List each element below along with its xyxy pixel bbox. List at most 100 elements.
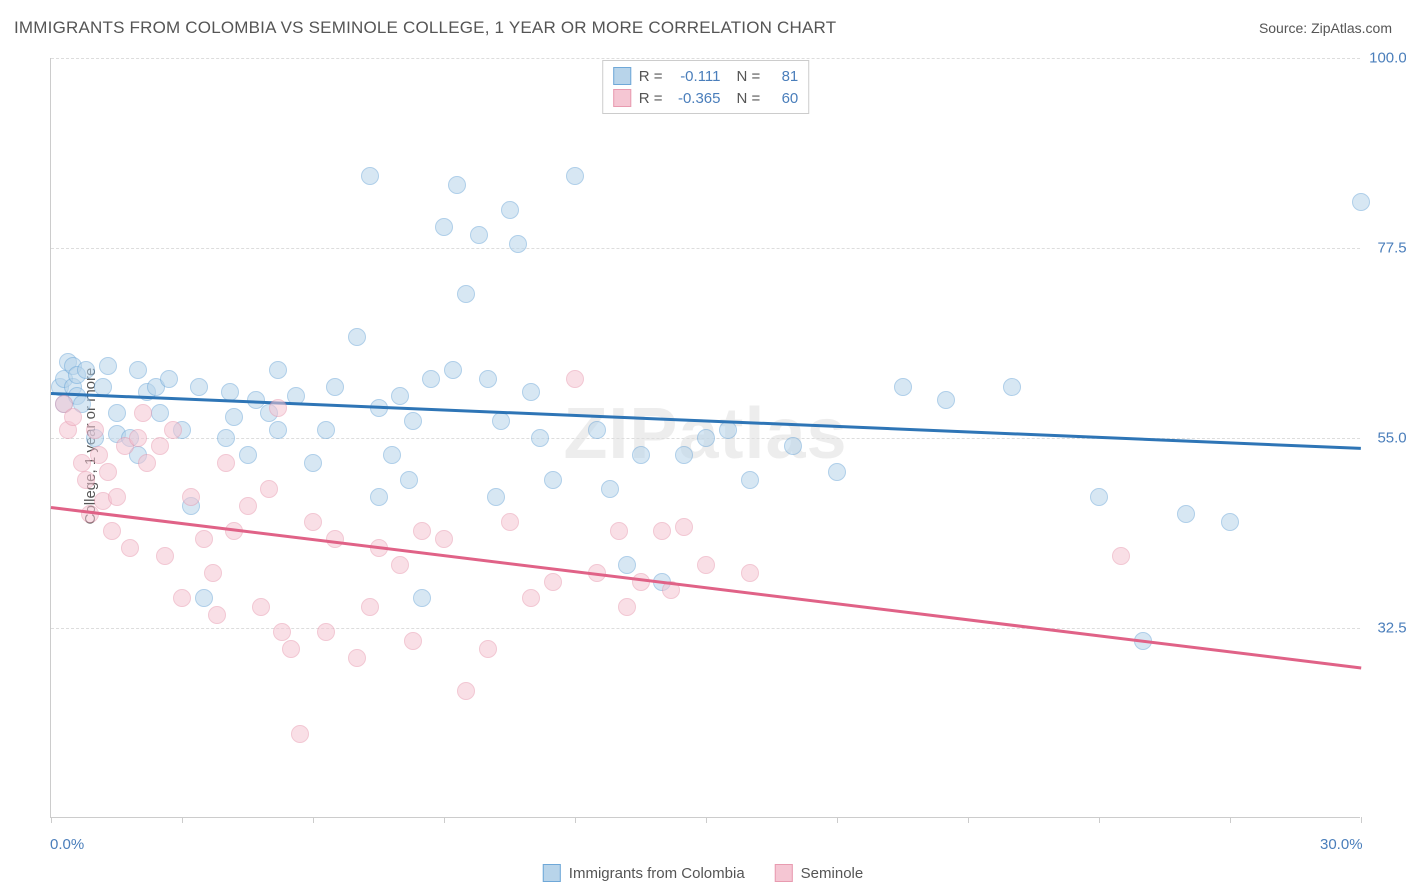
scatter-point: [653, 522, 671, 540]
x-tick: [51, 817, 52, 823]
y-tick-label: 100.0%: [1365, 50, 1406, 67]
scatter-point: [448, 176, 466, 194]
stat-n-label: N =: [737, 90, 761, 107]
x-tick: [182, 817, 183, 823]
legend-swatch-series1: [543, 864, 561, 882]
stat-r-label: R =: [639, 68, 663, 85]
stat-r-label: R =: [639, 90, 663, 107]
gridline: [51, 58, 1360, 59]
scatter-point: [391, 387, 409, 405]
bottom-legend: Immigrants from Colombia Seminole: [543, 864, 863, 882]
scatter-point: [404, 412, 422, 430]
scatter-point: [444, 361, 462, 379]
scatter-point: [413, 522, 431, 540]
scatter-point: [601, 480, 619, 498]
y-tick-label: 55.0%: [1365, 430, 1406, 447]
scatter-point: [182, 488, 200, 506]
scatter-point: [269, 399, 287, 417]
scatter-point: [566, 167, 584, 185]
scatter-point: [252, 598, 270, 616]
x-tick: [1230, 817, 1231, 823]
x-tick: [837, 817, 838, 823]
scatter-point: [937, 391, 955, 409]
scatter-point: [470, 226, 488, 244]
scatter-point: [632, 446, 650, 464]
scatter-point: [675, 446, 693, 464]
scatter-point: [77, 361, 95, 379]
scatter-point: [370, 488, 388, 506]
scatter-point: [129, 429, 147, 447]
source-attribution: Source: ZipAtlas.com: [1259, 20, 1392, 36]
scatter-point: [479, 370, 497, 388]
scatter-point: [304, 513, 322, 531]
stats-row: R =-0.111N =81: [613, 65, 799, 87]
stat-r-value: -0.365: [671, 90, 721, 107]
scatter-point: [134, 404, 152, 422]
stat-n-value: 60: [768, 90, 798, 107]
scatter-point: [404, 632, 422, 650]
trend-line: [51, 506, 1361, 669]
scatter-point: [697, 556, 715, 574]
scatter-point: [160, 370, 178, 388]
scatter-point: [457, 285, 475, 303]
scatter-point: [138, 454, 156, 472]
scatter-point: [522, 383, 540, 401]
y-tick-label: 77.5%: [1365, 240, 1406, 257]
scatter-point: [129, 361, 147, 379]
scatter-chart: ZIPatlas 100.0%77.5%55.0%32.5%R =-0.111N…: [50, 58, 1360, 818]
scatter-point: [422, 370, 440, 388]
scatter-point: [1221, 513, 1239, 531]
scatter-point: [361, 167, 379, 185]
scatter-point: [221, 383, 239, 401]
scatter-point: [204, 564, 222, 582]
scatter-point: [317, 421, 335, 439]
chart-header: IMMIGRANTS FROM COLOMBIA VS SEMINOLE COL…: [14, 18, 1392, 38]
x-tick: [313, 817, 314, 823]
scatter-point: [173, 589, 191, 607]
scatter-point: [457, 682, 475, 700]
scatter-point: [108, 488, 126, 506]
legend-label-series1: Immigrants from Colombia: [569, 865, 745, 882]
scatter-point: [273, 623, 291, 641]
gridline: [51, 628, 1360, 629]
scatter-point: [544, 573, 562, 591]
x-axis-max-label: 30.0%: [1320, 836, 1363, 853]
source-value: ZipAtlas.com: [1311, 20, 1392, 36]
scatter-point: [435, 530, 453, 548]
legend-label-series2: Seminole: [801, 865, 864, 882]
chart-title: IMMIGRANTS FROM COLOMBIA VS SEMINOLE COL…: [14, 18, 836, 38]
x-tick: [1361, 817, 1362, 823]
scatter-point: [741, 564, 759, 582]
scatter-point: [501, 513, 519, 531]
scatter-point: [239, 446, 257, 464]
scatter-point: [894, 378, 912, 396]
scatter-point: [225, 408, 243, 426]
scatter-point: [383, 446, 401, 464]
scatter-point: [435, 218, 453, 236]
scatter-point: [217, 454, 235, 472]
scatter-point: [588, 421, 606, 439]
scatter-point: [1112, 547, 1130, 565]
scatter-point: [492, 412, 510, 430]
scatter-point: [291, 725, 309, 743]
scatter-point: [501, 201, 519, 219]
scatter-point: [361, 598, 379, 616]
scatter-point: [195, 530, 213, 548]
scatter-point: [1177, 505, 1195, 523]
scatter-point: [151, 404, 169, 422]
stats-swatch: [613, 89, 631, 107]
scatter-point: [108, 404, 126, 422]
scatter-point: [522, 589, 540, 607]
scatter-point: [400, 471, 418, 489]
scatter-point: [784, 437, 802, 455]
scatter-point: [479, 640, 497, 658]
scatter-point: [741, 471, 759, 489]
scatter-point: [64, 408, 82, 426]
gridline: [51, 248, 1360, 249]
scatter-point: [348, 649, 366, 667]
stat-r-value: -0.111: [671, 68, 721, 85]
stat-n-label: N =: [737, 68, 761, 85]
scatter-point: [531, 429, 549, 447]
scatter-point: [282, 640, 300, 658]
scatter-point: [697, 429, 715, 447]
